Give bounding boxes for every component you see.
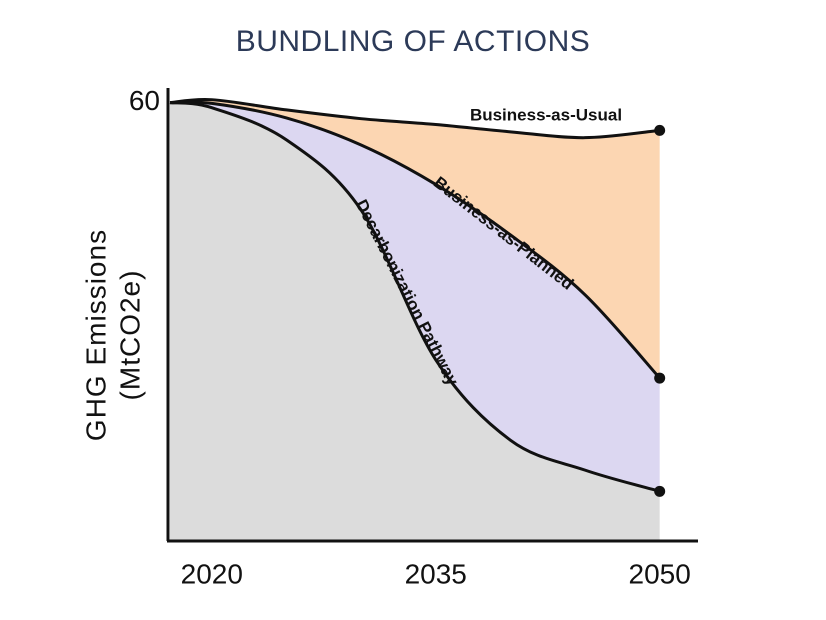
end-point <box>654 372 666 384</box>
x-tick-label: 2035 <box>405 558 467 589</box>
y-axis-label: GHG Emissions <box>80 229 111 441</box>
x-tick-label: 2050 <box>629 558 691 589</box>
x-tick-label: 2020 <box>181 558 243 589</box>
y-tick-label: 60 <box>129 85 160 116</box>
series-label: Business-as-Usual <box>470 105 622 124</box>
area-fill <box>170 99 660 379</box>
series-line <box>169 97 660 140</box>
series-line <box>169 101 661 493</box>
area-fill <box>170 102 660 492</box>
end-point <box>654 124 666 136</box>
y-axis-label: (MtCO2e) <box>114 270 145 401</box>
chart-title: BUNDLING OF ACTIONS <box>236 25 591 58</box>
end-point <box>654 485 666 497</box>
series-lines <box>169 97 666 497</box>
series-line <box>169 100 661 380</box>
